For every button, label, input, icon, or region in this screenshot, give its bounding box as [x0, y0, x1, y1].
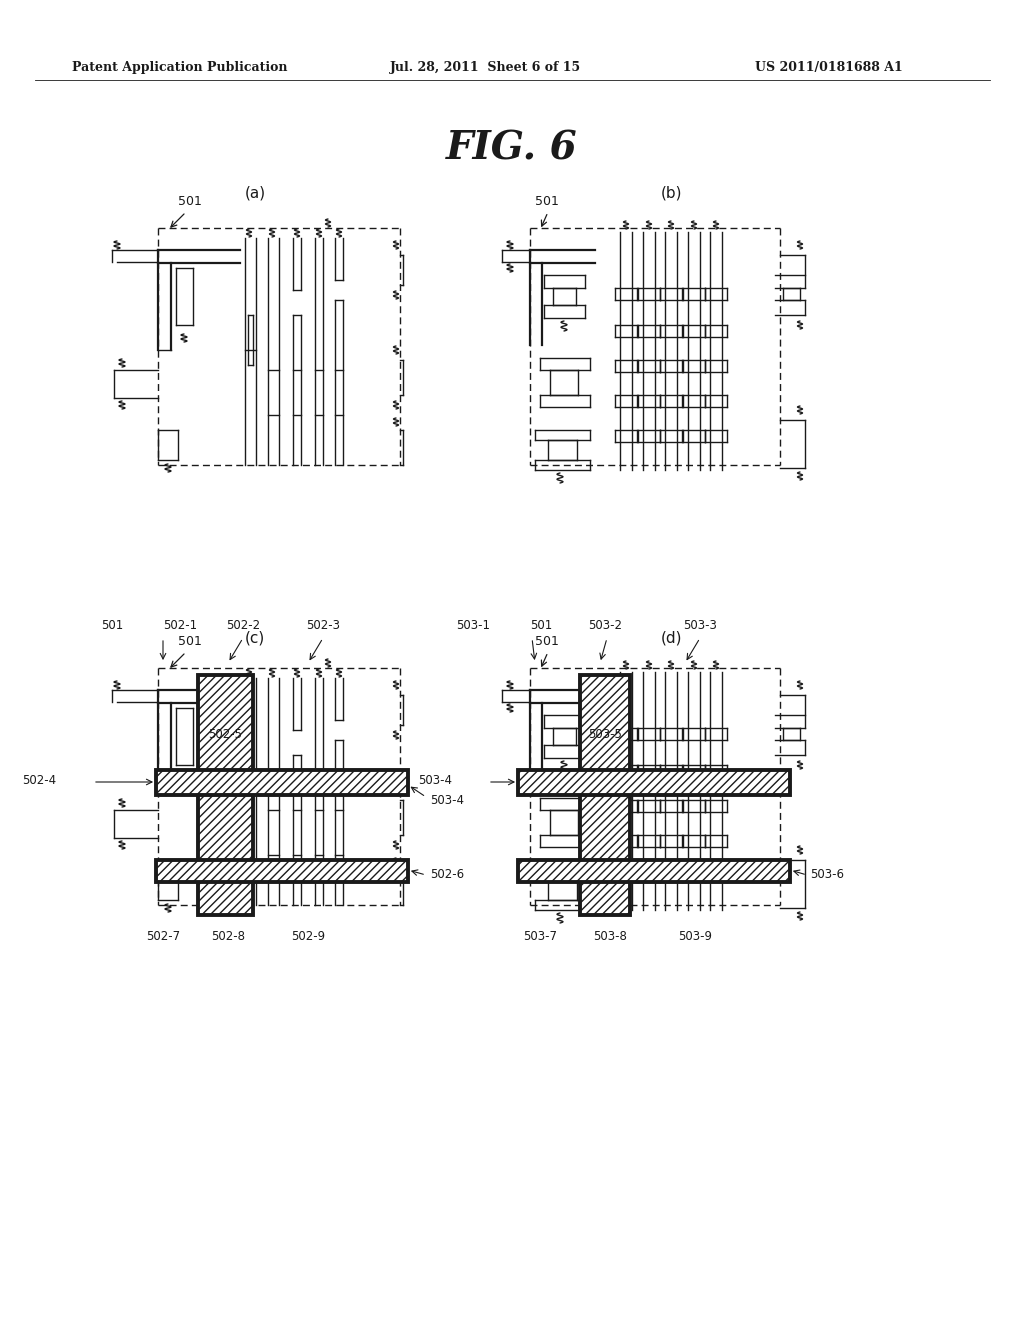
Bar [518, 861, 790, 882]
Text: 503-1: 503-1 [456, 619, 490, 632]
Text: 503-6: 503-6 [810, 869, 844, 882]
Text: 503-3: 503-3 [683, 619, 717, 632]
Text: 503-5: 503-5 [588, 729, 622, 742]
Text: 503-4: 503-4 [430, 793, 464, 807]
Text: FIG. 6: FIG. 6 [446, 129, 578, 168]
Text: 503-4: 503-4 [418, 774, 452, 787]
Bar [580, 675, 630, 915]
Text: 501: 501 [100, 619, 123, 632]
Text: Patent Application Publication: Patent Application Publication [72, 61, 288, 74]
Text: 502-7: 502-7 [146, 931, 180, 942]
Text: 503-8: 503-8 [593, 931, 627, 942]
Text: 502-9: 502-9 [291, 931, 325, 942]
Text: US 2011/0181688 A1: US 2011/0181688 A1 [755, 61, 903, 74]
Bar [198, 675, 253, 915]
Text: 503-2: 503-2 [588, 619, 622, 632]
Text: 502-5: 502-5 [208, 729, 242, 742]
Text: 501: 501 [535, 635, 559, 648]
Text: 502-2: 502-2 [226, 619, 260, 632]
Text: Jul. 28, 2011  Sheet 6 of 15: Jul. 28, 2011 Sheet 6 of 15 [390, 61, 582, 74]
Text: (b): (b) [662, 186, 683, 201]
Text: (c): (c) [245, 631, 265, 645]
Bar [156, 770, 408, 795]
Text: (d): (d) [662, 631, 683, 645]
Bar [156, 861, 408, 882]
Text: (a): (a) [245, 186, 265, 201]
Text: 502-1: 502-1 [163, 619, 198, 632]
Text: 501: 501 [178, 195, 202, 209]
Text: 501: 501 [178, 635, 202, 648]
Text: 502-8: 502-8 [211, 931, 245, 942]
Text: 503-7: 503-7 [523, 931, 557, 942]
Text: 501: 501 [535, 195, 559, 209]
Text: 503-9: 503-9 [678, 931, 712, 942]
Text: 502-6: 502-6 [430, 869, 464, 882]
Bar [518, 770, 790, 795]
Text: 502-3: 502-3 [306, 619, 340, 632]
Text: 502-4: 502-4 [22, 774, 56, 787]
Text: 501: 501 [530, 619, 552, 632]
